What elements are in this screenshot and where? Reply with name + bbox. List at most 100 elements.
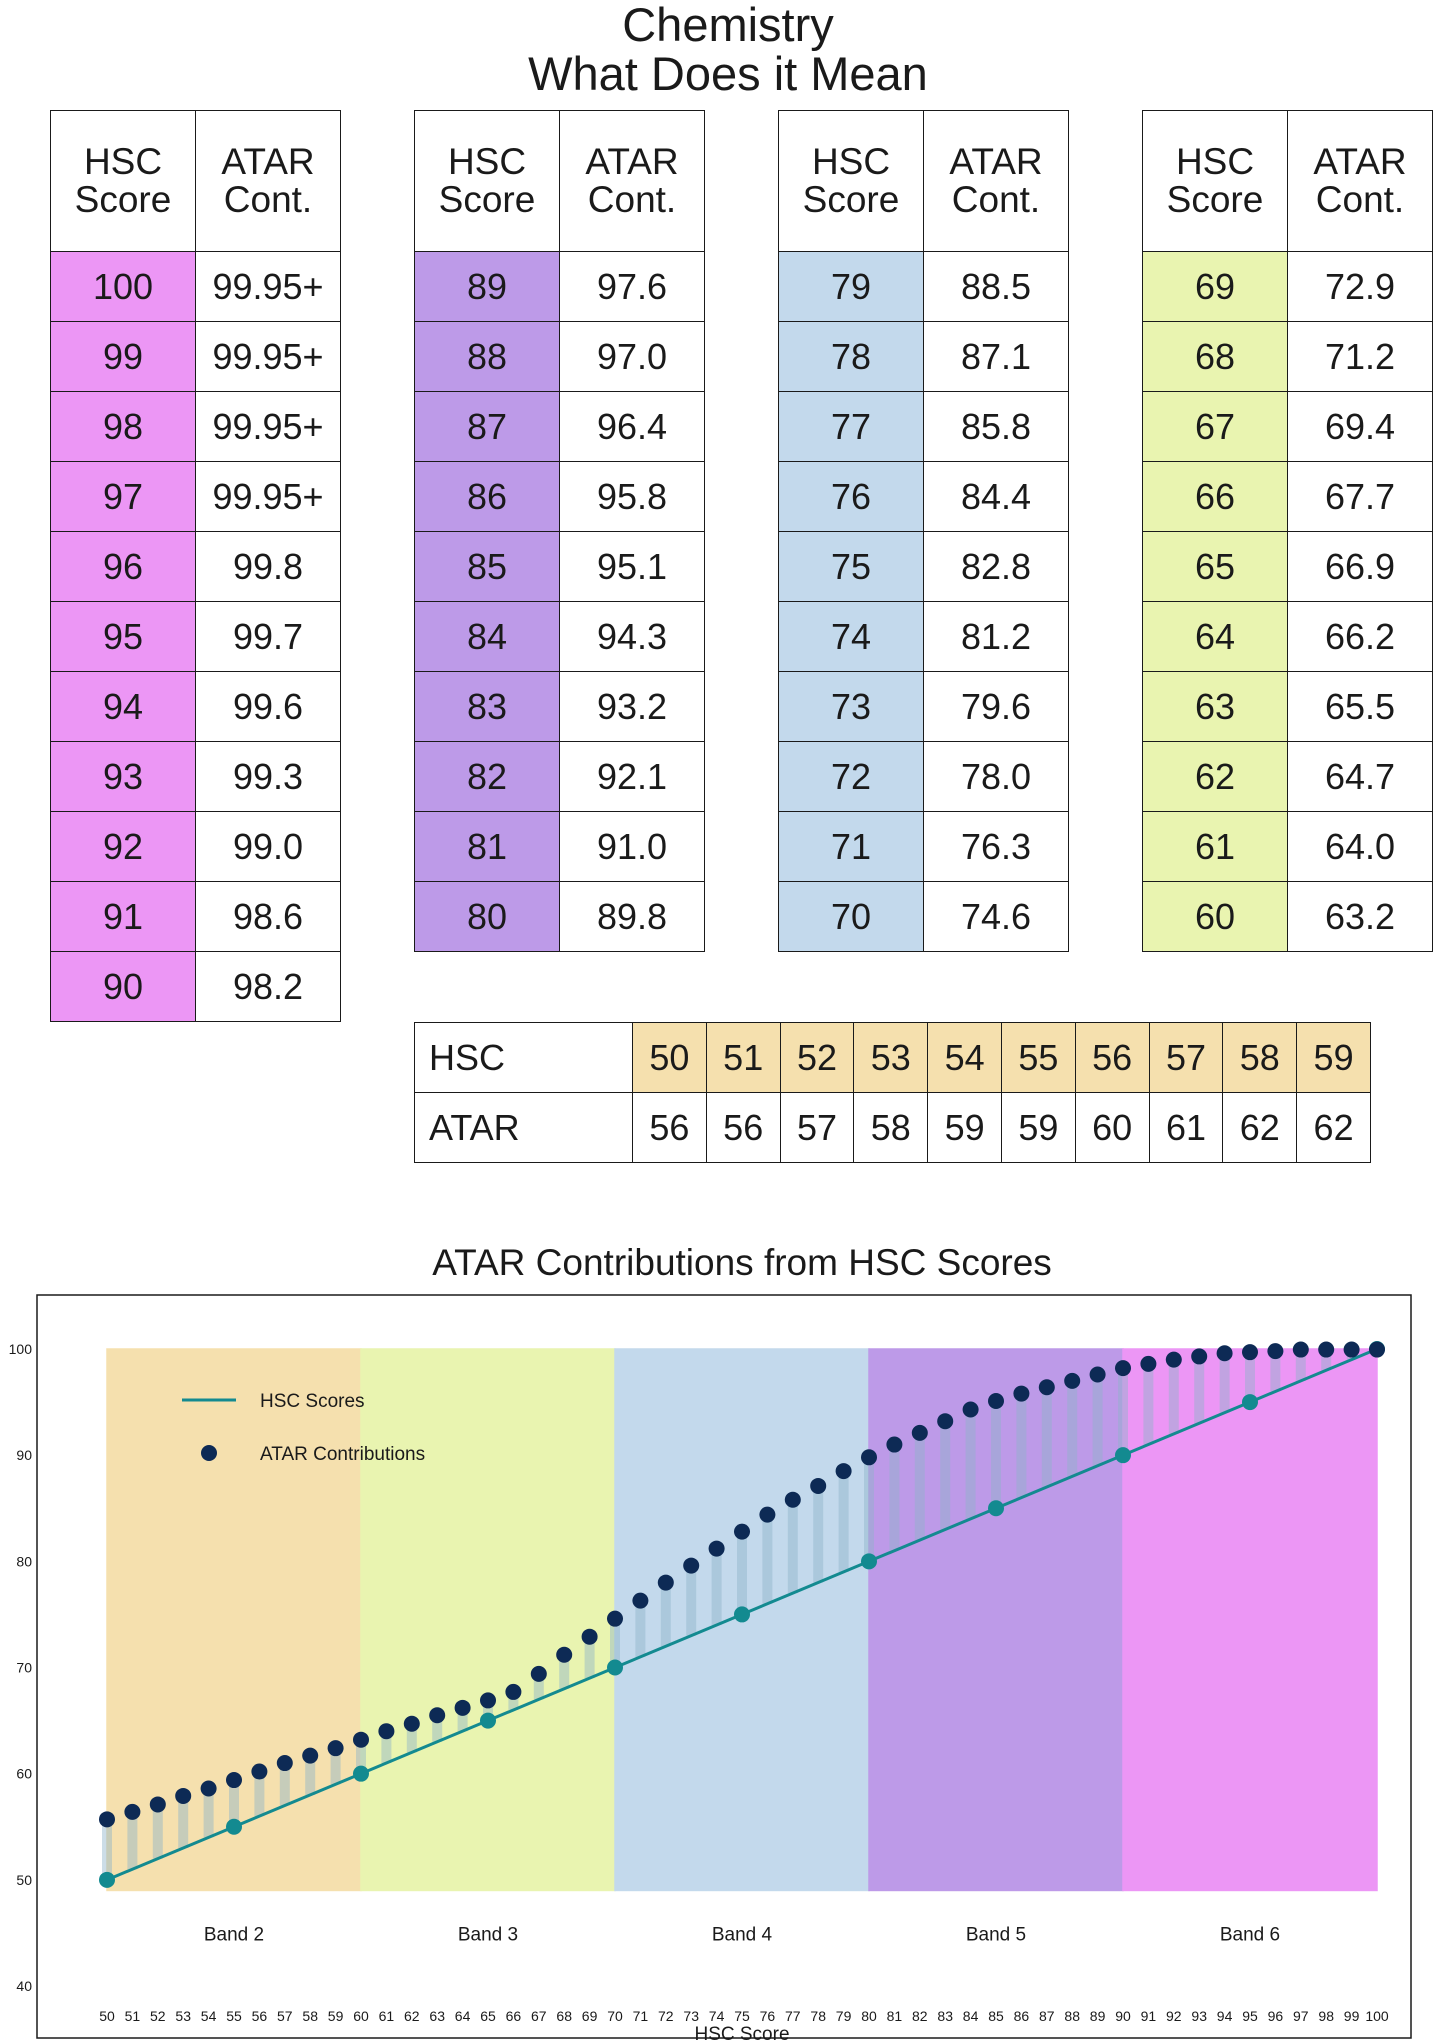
atar-point (505, 1683, 522, 1700)
difference-stem (1041, 1387, 1052, 1488)
x-tick-label: 68 (556, 2008, 572, 2024)
x-tick-label: 62 (404, 2008, 420, 2024)
atar-cont-cell: 99.0 (195, 811, 341, 882)
atar-point (480, 1692, 496, 1709)
band-label: Band 3 (458, 1924, 518, 1945)
x-tick-label: 57 (277, 2008, 293, 2024)
hsc-point (1115, 1447, 1131, 1464)
low-hsc-cell: 50 (632, 1022, 707, 1093)
band-region-3 (360, 1348, 616, 1892)
x-tick-label: 80 (861, 2008, 877, 2024)
atar-cont-cell: 99.6 (195, 671, 341, 742)
difference-stem (356, 1739, 366, 1774)
hsc-score-cell: 67 (1142, 391, 1288, 462)
atar-point (276, 1755, 293, 1772)
table-row: 74 81.2 (778, 601, 1069, 672)
hsc-score-cell: 72 (778, 741, 924, 812)
header-text: HSC (811, 141, 891, 182)
hsc-score-cell: 77 (778, 391, 924, 462)
table-row: 93 99.3 (50, 741, 341, 812)
difference-stem (1245, 1352, 1255, 1403)
difference-stem (737, 1531, 747, 1615)
x-tick-label: 70 (607, 2008, 623, 2024)
atar-point (886, 1436, 903, 1453)
low-hsc-cell: 53 (853, 1022, 929, 1093)
hsc-score-cell: 73 (778, 671, 924, 742)
atar-point (1292, 1341, 1309, 1358)
table-row: 79 88.5 (778, 251, 1069, 322)
low-atar-cell: 60 (1074, 1092, 1150, 1163)
atar-point (835, 1463, 852, 1480)
score-table-band3: HSC Score ATAR Cont. 69 72.9 68 71.2 67 69.4 66 67.… (1142, 110, 1433, 952)
atar-cont-cell: 76.3 (923, 811, 1069, 882)
atar-point (454, 1699, 471, 1716)
difference-stem (813, 1485, 824, 1583)
atar-cont-cell: 98.2 (195, 951, 341, 1022)
difference-stem (914, 1432, 925, 1541)
low-table-atar-row: ATAR 56 56 57 58 59 59 60 61 62 62 (414, 1092, 1371, 1163)
table-row: 60 63.2 (1142, 881, 1433, 952)
x-axis-label: HSC Score (694, 2024, 789, 2043)
x-tick-label: 98 (1318, 2008, 1334, 2024)
plot-frame (36, 1294, 1412, 2039)
atar-point (1115, 1360, 1131, 1377)
band-region-5 (868, 1348, 1124, 1892)
atar-cont-header: ATAR Cont. (559, 110, 705, 252)
table-row: 96 99.8 (50, 531, 341, 602)
hsc-score-cell: 75 (778, 531, 924, 602)
title-line-2: What Does it Mean (528, 47, 928, 100)
hsc-score-cell: 94 (50, 671, 196, 742)
difference-stem (889, 1444, 900, 1551)
table-row: 80 89.8 (414, 881, 705, 952)
table-row: 78 87.1 (778, 321, 1069, 392)
header-text: HSC (1175, 141, 1255, 182)
y-tick-label: 90 (16, 1447, 32, 1463)
atar-point (810, 1477, 827, 1494)
x-tick-label: 88 (1064, 2008, 1080, 2024)
x-tick-label: 64 (455, 2008, 471, 2024)
x-tick-label: 86 (1014, 2008, 1030, 2024)
atar-point (403, 1715, 420, 1732)
table-row: 66 67.7 (1142, 461, 1433, 532)
difference-stem (254, 1771, 265, 1817)
difference-stem (432, 1715, 443, 1742)
x-tick-label: 74 (709, 2008, 725, 2024)
hsc-score-cell: 61 (1142, 811, 1288, 882)
table-row: 77 85.8 (778, 391, 1069, 462)
low-hsc-cell: 55 (1000, 1022, 1076, 1093)
table-row: 61 64.0 (1142, 811, 1433, 882)
low-hsc-cell: 51 (705, 1022, 781, 1093)
x-tick-label: 82 (912, 2008, 928, 2024)
hsc-score-cell: 93 (50, 741, 196, 812)
low-table-hsc-row: HSC 50 51 52 53 54 55 56 57 58 59 (414, 1022, 1371, 1093)
header-text: Cont. (223, 179, 313, 220)
x-tick-label: 73 (683, 2008, 699, 2024)
atar-cont-cell: 95.8 (559, 461, 705, 532)
x-tick-label: 93 (1191, 2008, 1207, 2024)
atar-cont-cell: 89.8 (559, 881, 705, 952)
atar-point (1369, 1341, 1385, 1358)
difference-stem (1270, 1351, 1281, 1392)
atar-chart: ATAR Contributions from HSC Scores Band … (9, 1242, 1412, 2043)
table-row: 84 94.3 (414, 601, 705, 672)
table-row: 92 99.0 (50, 811, 341, 882)
difference-stem (762, 1514, 773, 1604)
difference-stem (584, 1636, 595, 1679)
band-label: Band 4 (712, 1924, 773, 1945)
low-table-hsc-label: HSC (414, 1022, 633, 1093)
difference-stems (102, 1349, 1382, 1880)
table-row: 73 79.6 (778, 671, 1069, 742)
difference-stem (940, 1421, 951, 1530)
atar-cont-cell: 67.7 (1287, 461, 1433, 532)
hsc-score-cell: 78 (778, 321, 924, 392)
difference-stem (305, 1755, 316, 1795)
x-tick-label: 95 (1242, 2008, 1258, 2024)
atar-point (861, 1449, 877, 1466)
hsc-score-cell: 79 (778, 251, 924, 322)
header-text: ATAR (949, 141, 1043, 182)
atar-point (988, 1393, 1004, 1410)
hsc-score-cell: 92 (50, 811, 196, 882)
table-row: 95 99.7 (50, 601, 341, 672)
table-row: 91 98.6 (50, 881, 341, 952)
low-hsc-cell: 52 (779, 1022, 855, 1093)
